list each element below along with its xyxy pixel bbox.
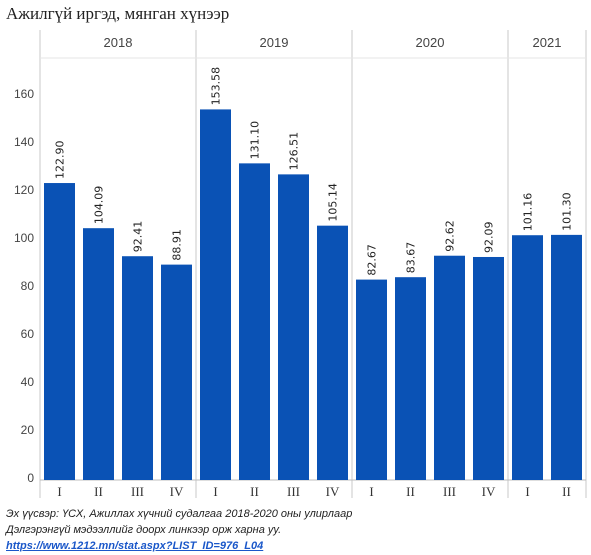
year-header: 2019 <box>260 35 289 50</box>
bar-value-label: 92.41 <box>132 221 145 253</box>
bar <box>83 228 114 480</box>
y-tick-label: 80 <box>21 279 35 293</box>
y-tick-label: 100 <box>14 231 34 245</box>
bar <box>512 235 543 480</box>
quarter-label: I <box>369 484 373 499</box>
quarter-label: I <box>213 484 217 499</box>
bar-value-label: 83.67 <box>405 242 418 274</box>
quarter-label: II <box>562 484 571 499</box>
bar-value-label: 92.09 <box>483 221 496 253</box>
bar <box>395 277 426 480</box>
bar-value-label: 153.58 <box>210 67 223 106</box>
bar <box>161 264 192 480</box>
bar <box>122 256 153 480</box>
quarter-label: II <box>250 484 259 499</box>
bar-chart: 0204060801001201401602018122.90I104.09II… <box>14 30 587 499</box>
bar <box>44 183 75 481</box>
bar-value-label: 101.30 <box>561 192 574 231</box>
title-bar: Ажилгүй иргэд, мянган хүнээр <box>0 0 591 30</box>
quarter-label: III <box>443 484 456 499</box>
quarter-label: I <box>525 484 529 499</box>
quarter-label: I <box>57 484 61 499</box>
source-link[interactable]: https://www.1212.mn/stat.aspx?LIST_ID=97… <box>6 540 264 552</box>
bar-value-label: 105.14 <box>327 183 340 222</box>
y-tick-label: 60 <box>21 327 35 341</box>
year-header: 2021 <box>533 35 562 50</box>
bar <box>551 234 582 480</box>
quarter-label: II <box>94 484 103 499</box>
bar-value-label: 92.62 <box>444 220 457 252</box>
y-tick-label: 0 <box>27 471 34 485</box>
chart-title: Ажилгүй иргэд, мянган хүнээр <box>6 4 230 23</box>
bar <box>239 163 270 481</box>
quarter-label: IV <box>170 484 184 499</box>
quarter-label: IV <box>482 484 496 499</box>
year-header: 2020 <box>416 35 445 50</box>
bar <box>473 256 504 480</box>
quarter-label: III <box>287 484 300 499</box>
bar <box>317 225 348 480</box>
bar-value-label: 104.09 <box>93 186 106 225</box>
y-tick-label: 160 <box>14 87 34 101</box>
y-tick-label: 40 <box>21 375 35 389</box>
bar-value-label: 101.16 <box>522 193 535 232</box>
bar-value-label: 88.91 <box>171 229 184 261</box>
quarter-label: II <box>406 484 415 499</box>
bar <box>200 109 231 481</box>
y-tick-label: 140 <box>14 135 34 149</box>
bar-value-label: 131.10 <box>249 121 262 160</box>
y-tick-label: 20 <box>21 423 35 437</box>
detail-text: Дэлгэрэнгүй мэдээллийг доорх линкээр орж… <box>6 524 282 536</box>
bar <box>434 255 465 480</box>
source-text: Эх үүсвэр: ҮСХ, Ажиллах хүчний судалгаа … <box>6 508 353 520</box>
y-tick-label: 120 <box>14 183 34 197</box>
quarter-label: III <box>131 484 144 499</box>
bar-value-label: 122.90 <box>54 141 67 180</box>
bar <box>278 174 309 480</box>
bar-value-label: 126.51 <box>288 132 301 171</box>
quarter-label: IV <box>326 484 340 499</box>
source-footer: Эх үүсвэр: ҮСХ, Ажиллах хүчний судалгаа … <box>6 506 586 554</box>
year-header: 2018 <box>104 35 133 50</box>
bar-value-label: 82.67 <box>366 244 379 276</box>
bar <box>356 279 387 480</box>
